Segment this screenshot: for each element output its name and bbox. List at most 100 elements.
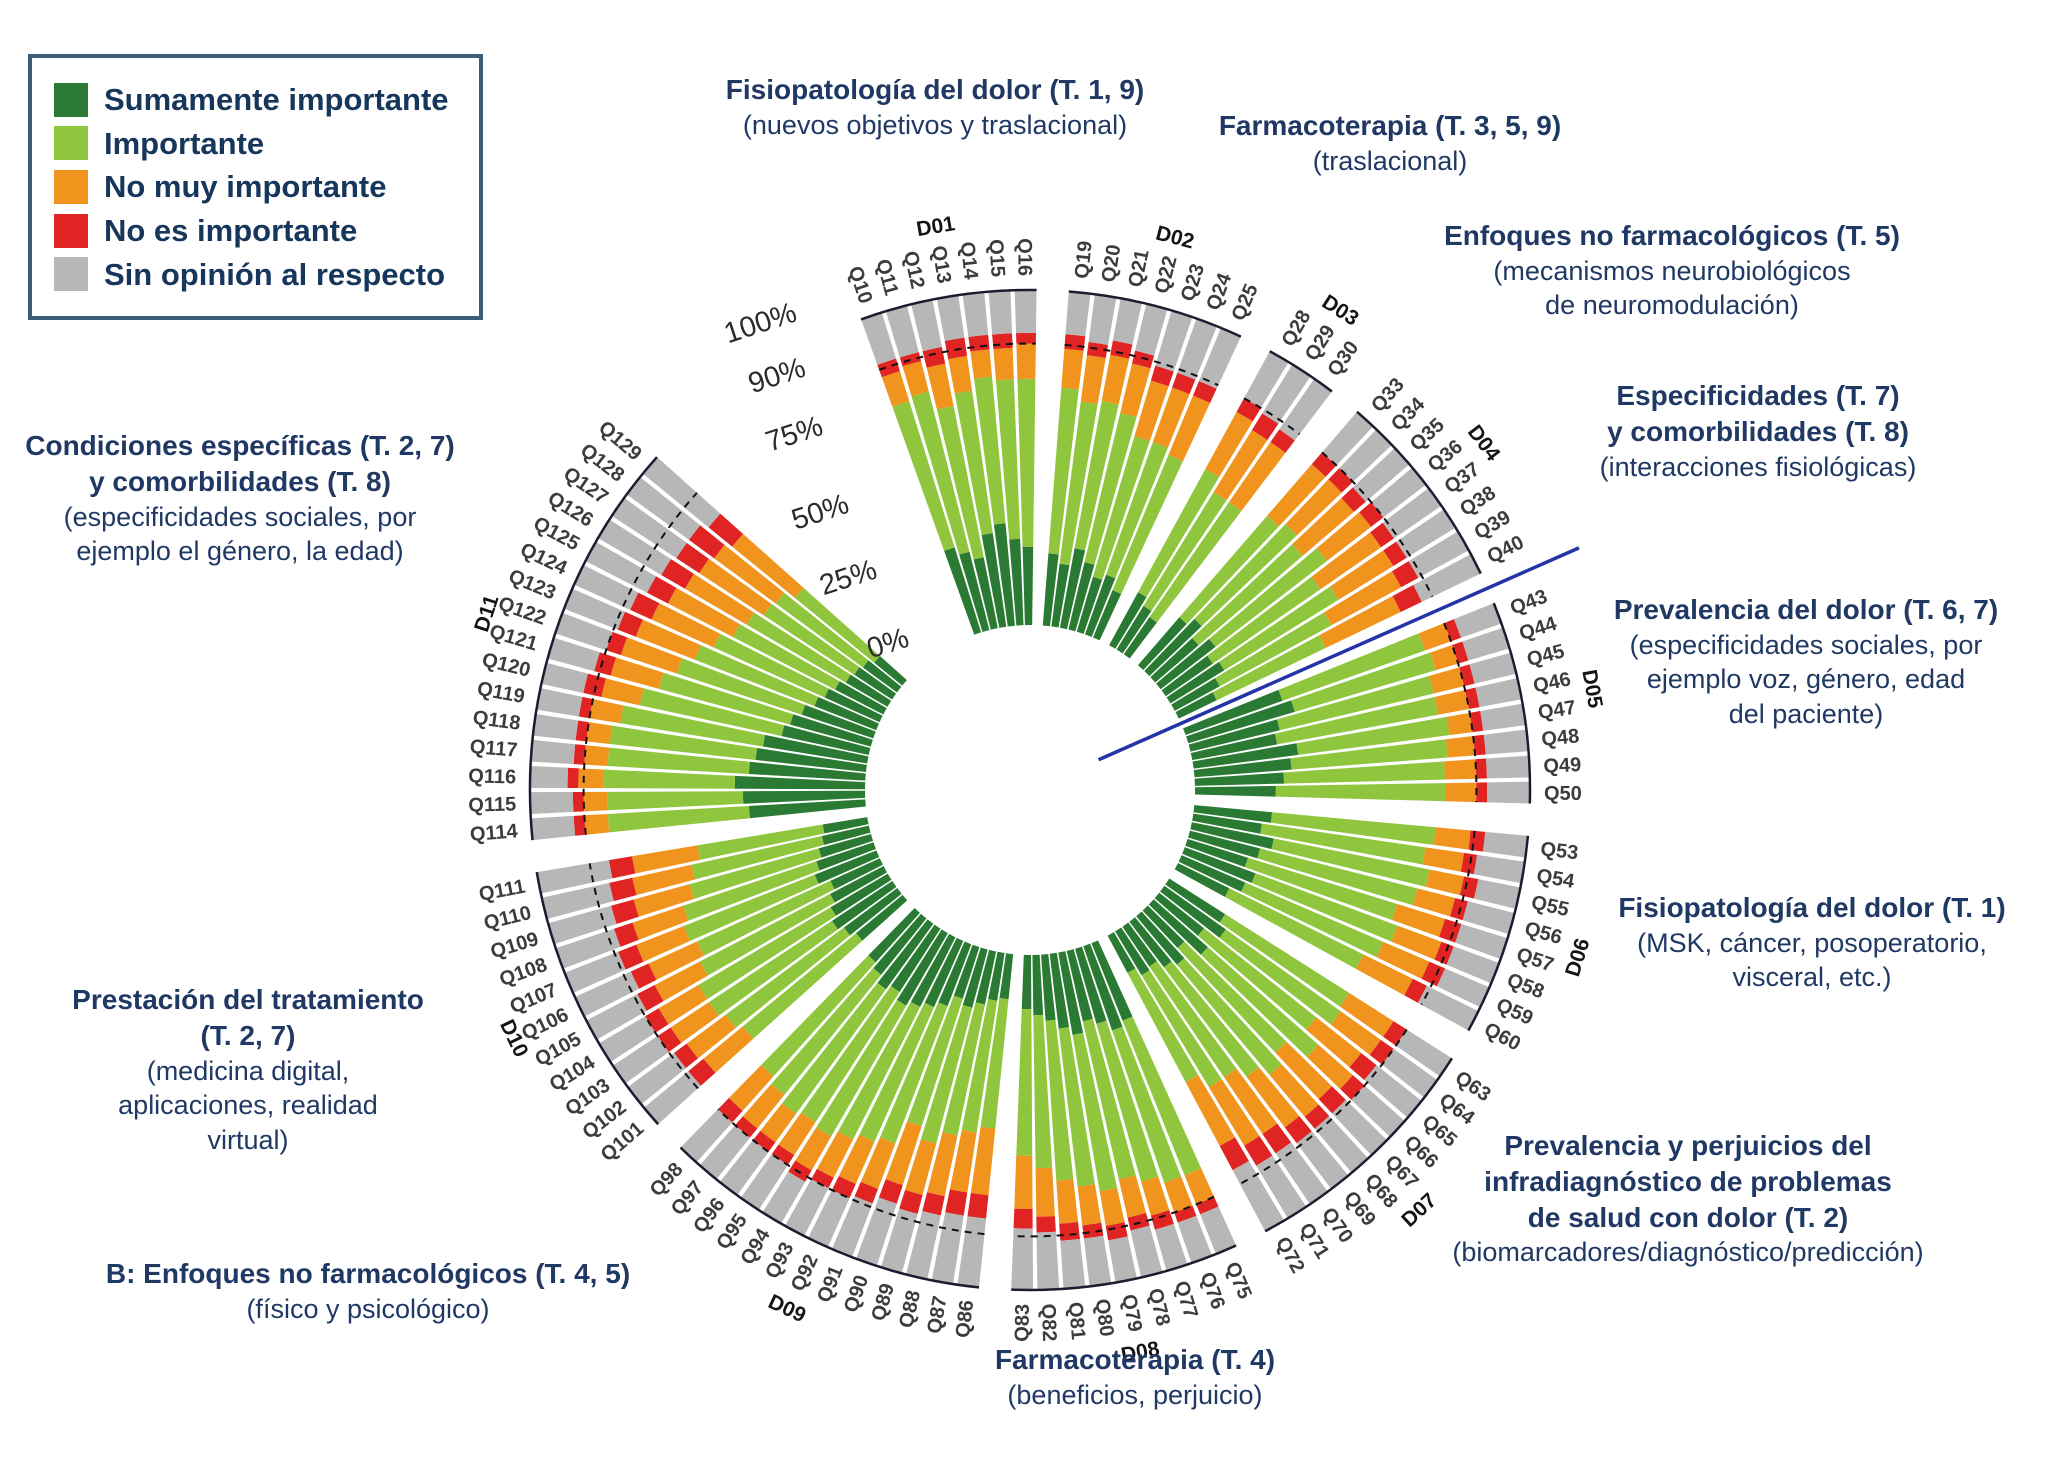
legend-swatch-icon (54, 126, 88, 161)
legend-label: No muy importante (104, 169, 387, 205)
bar-segment-Q118-cat1 (609, 725, 758, 760)
bar-segment-Q63-cat4 (1395, 1029, 1452, 1077)
bar-segment-Q117-cat3 (573, 744, 586, 765)
bar-segment-Q25-cat1 (1112, 454, 1183, 594)
bar-segment-Q91-cat4 (831, 1196, 873, 1258)
bar-segment-Q108-cat3 (613, 922, 639, 947)
bar-segment-Q45-cat3 (1459, 664, 1475, 687)
bar-segment-Q94-cat0 (896, 929, 948, 1006)
bar-segment-Q110-cat2 (632, 864, 695, 896)
bar-segment-Q123-cat1 (695, 645, 819, 707)
bar-segment-Q101-cat0 (856, 894, 908, 941)
bar-segment-Q70-cat3 (1262, 1123, 1292, 1154)
bar-segment-Q14-cat1 (974, 376, 1006, 525)
bar-segment-Q48-cat4 (1483, 729, 1529, 755)
bar-segment-Q58-cat2 (1391, 925, 1442, 960)
question-label-Q88: Q88 (895, 1288, 925, 1330)
bar-segment-Q23-cat2 (1134, 380, 1169, 442)
bar-segment-Q35-cat4 (1352, 448, 1410, 502)
bar-segment-Q70-cat2 (1224, 1068, 1278, 1134)
bar-segment-Q56-cat4 (1462, 901, 1515, 935)
bar-segment-Q89-cat4 (880, 1208, 918, 1274)
bar-segment-Q104-cat2 (658, 984, 708, 1025)
bar-segment-Q34-cat4 (1339, 429, 1392, 482)
bar-segment-Q13-cat1 (954, 390, 993, 535)
bar-segment-Q91-cat1 (880, 1002, 948, 1144)
bar-segment-Q55-cat1 (1271, 838, 1430, 887)
ninety-percent-ring-D02 (1064, 343, 1219, 387)
bar-segment-Q109-cat2 (633, 884, 695, 917)
bar-segment-Q60-cat3 (1404, 978, 1427, 1003)
bar-segment-Q39-cat4 (1408, 531, 1469, 578)
bar-segment-Q35-cat2 (1292, 498, 1354, 556)
bar-segment-Q21-cat4 (1112, 298, 1143, 345)
bar-segment-Q115-cat1 (607, 791, 744, 811)
bar-segment-Q44-cat3 (1452, 641, 1469, 664)
bar-segment-Q124-cat3 (630, 592, 660, 620)
legend-label: Importante (104, 125, 265, 161)
bar-segment-Q114-cat0 (748, 799, 866, 819)
question-label-Q13: Q13 (927, 244, 955, 285)
bar-segment-Q109-cat0 (818, 833, 874, 858)
ninety-percent-ring-D10 (588, 863, 699, 1090)
legend-item-0: Sumamente importante (54, 82, 449, 118)
question-label-Q55: Q55 (1529, 891, 1571, 921)
bar-segment-Q66-cat2 (1306, 1044, 1353, 1089)
bar-segment-Q90-cat4 (856, 1197, 897, 1266)
bar-segment-Q83-cat3 (1013, 1208, 1033, 1229)
bar-segment-Q110-cat0 (821, 825, 871, 846)
bar-segment-Q11-cat4 (885, 305, 919, 358)
bar-segment-Q80-cat4 (1083, 1235, 1112, 1287)
bar-segment-Q30-cat2 (1228, 442, 1286, 512)
bar-segment-Q24-cat3 (1172, 372, 1196, 395)
bar-segment-Q35-cat1 (1192, 544, 1303, 646)
bar-segment-Q105-cat3 (637, 984, 664, 1011)
bar-segment-Q53-cat3 (1468, 830, 1486, 852)
bar-segment-Q25-cat0 (1093, 590, 1122, 641)
bar-segment-Q93-cat2 (816, 1131, 854, 1178)
bar-segment-Q54-cat0 (1192, 813, 1262, 834)
bar-segment-Q77-cat2 (1141, 1176, 1170, 1216)
bar-segment-Q104-cat1 (698, 907, 836, 1000)
bar-segment-Q35-cat0 (1150, 637, 1199, 683)
axis-label-50: 50% (788, 488, 853, 536)
question-label-Q48: Q48 (1540, 725, 1580, 751)
bar-segment-Q82-cat3 (1036, 1216, 1056, 1233)
bar-segment-Q127-cat4 (611, 497, 687, 559)
bar-segment-Q39-cat2 (1324, 571, 1402, 626)
divider-line (1097, 546, 1580, 762)
bar-segment-Q108-cat1 (683, 861, 820, 921)
bar-segment-Q94-cat2 (795, 1127, 832, 1171)
bar-segment-Q24-cat0 (1084, 574, 1116, 637)
bar-segment-Q98-cat1 (761, 955, 876, 1077)
bar-segment-Q30-cat3 (1270, 429, 1295, 453)
bar-segment-Q53-cat2 (1433, 827, 1471, 850)
bar-segment-Q96-cat0 (877, 919, 934, 990)
bar-segment-Q33-cat1 (1179, 515, 1279, 624)
bar-segment-Q81-cat0 (1041, 953, 1056, 1021)
bar-segment-Q128-cat1 (775, 592, 869, 668)
bar-segment-Q107-cat4 (564, 951, 626, 993)
bar-segment-Q126-cat2 (684, 573, 755, 625)
bar-segment-Q59-cat2 (1376, 941, 1430, 979)
legend-label: No es importante (104, 212, 358, 248)
bar-segment-Q81-cat1 (1045, 1019, 1074, 1181)
bar-segment-Q44-cat2 (1430, 645, 1459, 671)
bar-segment-Q33-cat4 (1321, 411, 1374, 466)
bar-segment-Q55-cat2 (1425, 869, 1464, 896)
bar-segment-Q91-cat3 (854, 1181, 879, 1204)
bar-segment-Q37-cat1 (1207, 576, 1321, 664)
bar-segment-Q127-cat2 (699, 558, 772, 616)
bar-segment-Q67-cat2 (1275, 1041, 1332, 1100)
question-label-Q20: Q20 (1098, 243, 1125, 284)
bar-segment-Q16-cat0 (1022, 546, 1034, 626)
bar-segment-Q57-cat2 (1392, 904, 1446, 937)
bar-segment-Q46-cat0 (1190, 733, 1278, 761)
bar-segment-Q66-cat1 (1200, 947, 1319, 1057)
bar-segment-Q34-cat2 (1285, 479, 1342, 536)
bar-segment-Q119-cat0 (762, 734, 869, 764)
bar-segment-Q49-cat0 (1194, 772, 1285, 786)
question-label-Q114: Q114 (469, 820, 519, 846)
question-label-Q119: Q119 (475, 678, 526, 708)
bar-segment-Q37-cat0 (1161, 655, 1213, 697)
